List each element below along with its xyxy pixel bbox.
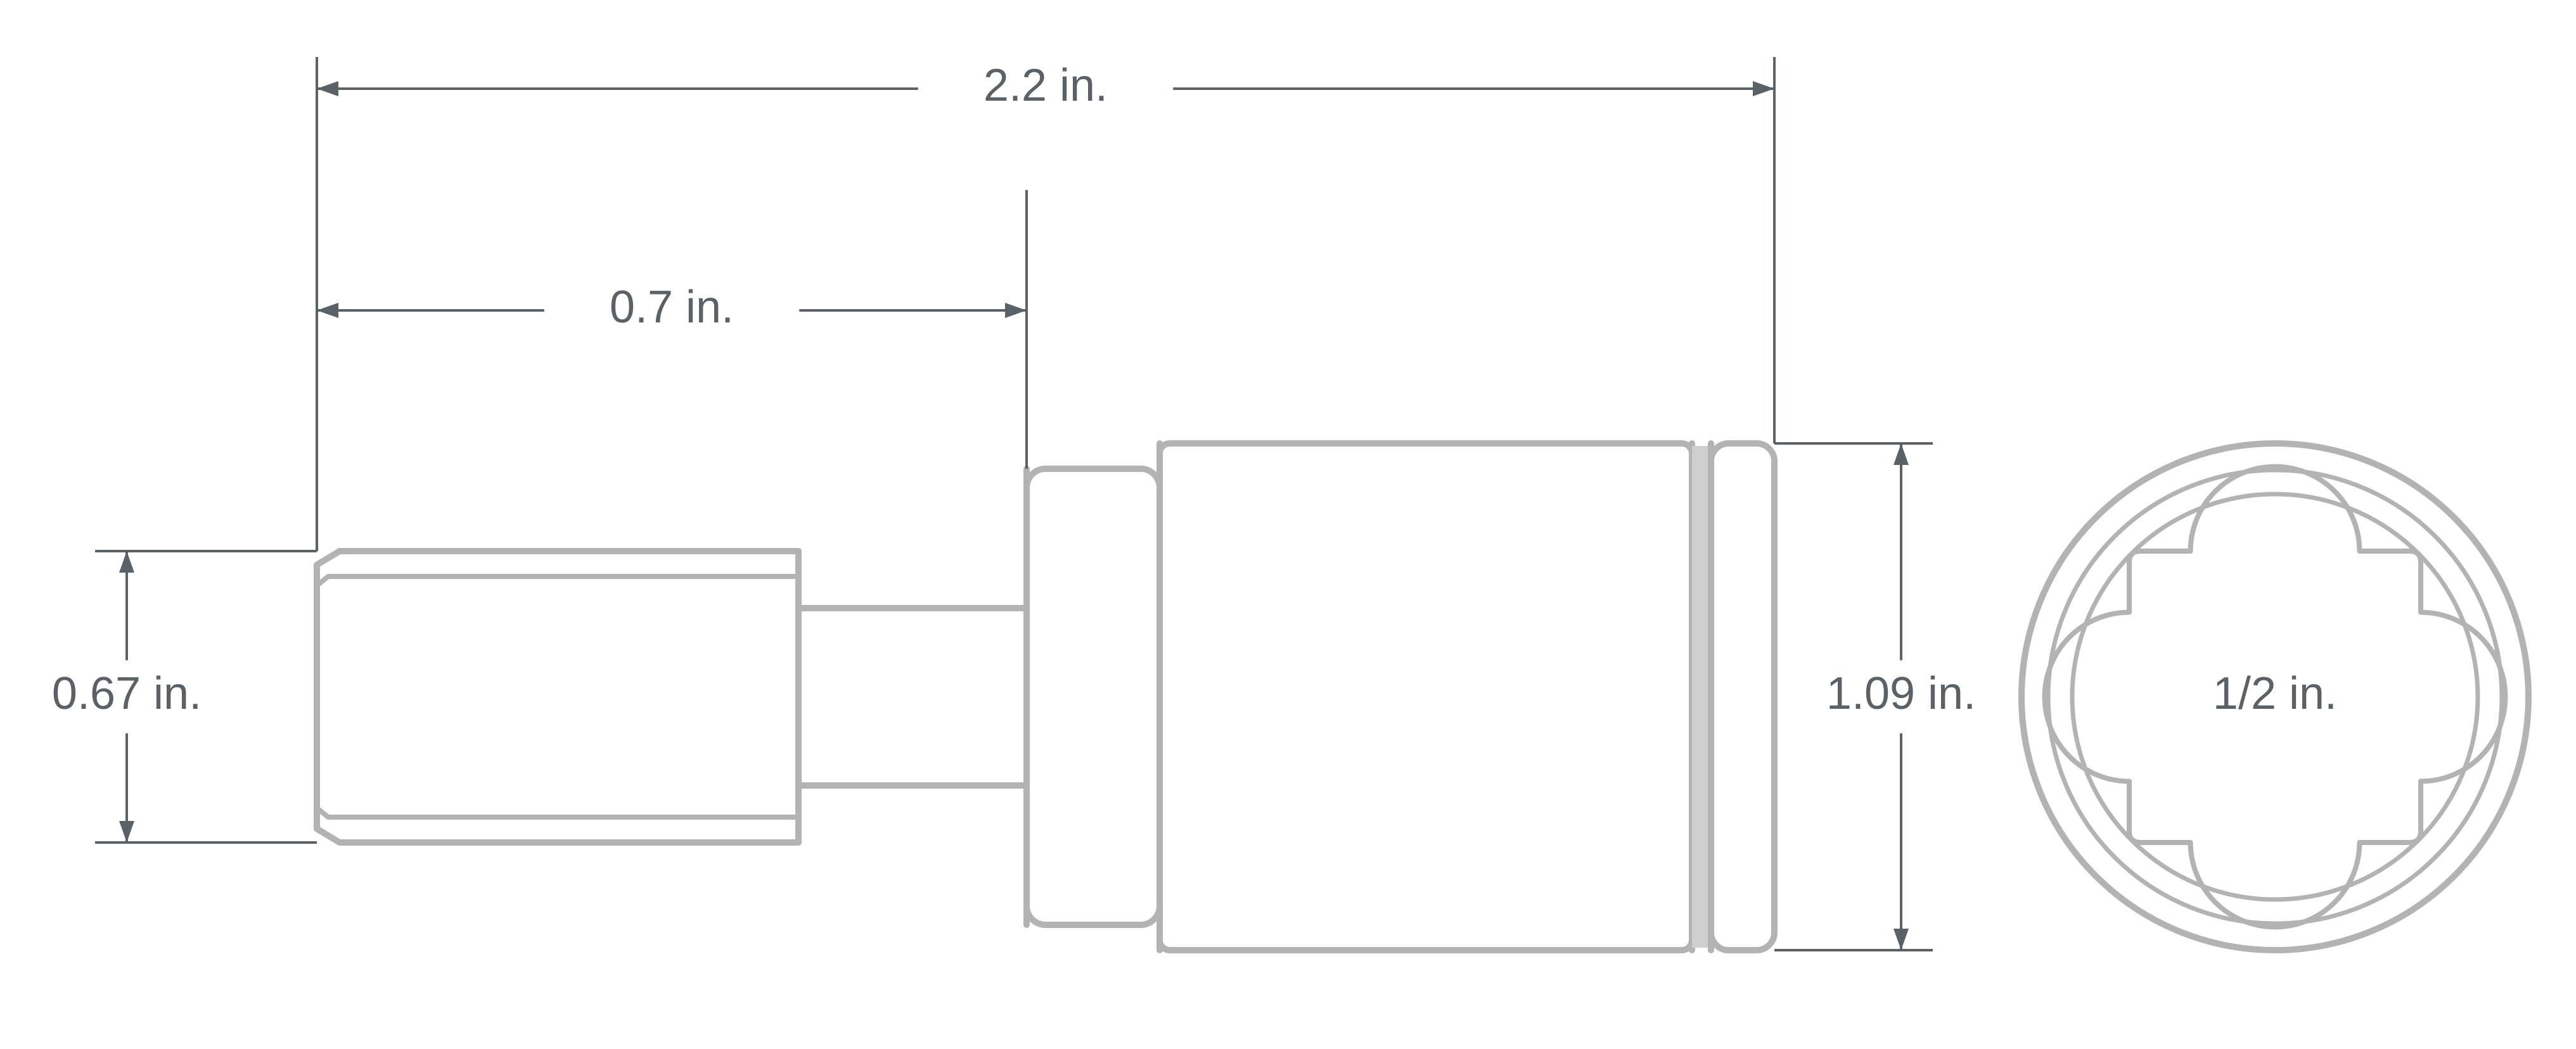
socket-body: [1160, 443, 1692, 950]
dimension-label: 1.09 in.: [1826, 668, 1976, 719]
dimension-label: 0.7 in.: [610, 282, 734, 333]
socket-collar: [1027, 469, 1160, 925]
socket-neck: [798, 608, 1027, 785]
hex-bit: [317, 551, 798, 842]
dimension-label: 0.67 in.: [52, 668, 202, 719]
socket-end-cap: [1711, 443, 1774, 950]
drive-size-label: 1/2 in.: [2213, 668, 2337, 719]
dimension-label: 2.2 in.: [984, 60, 1108, 111]
